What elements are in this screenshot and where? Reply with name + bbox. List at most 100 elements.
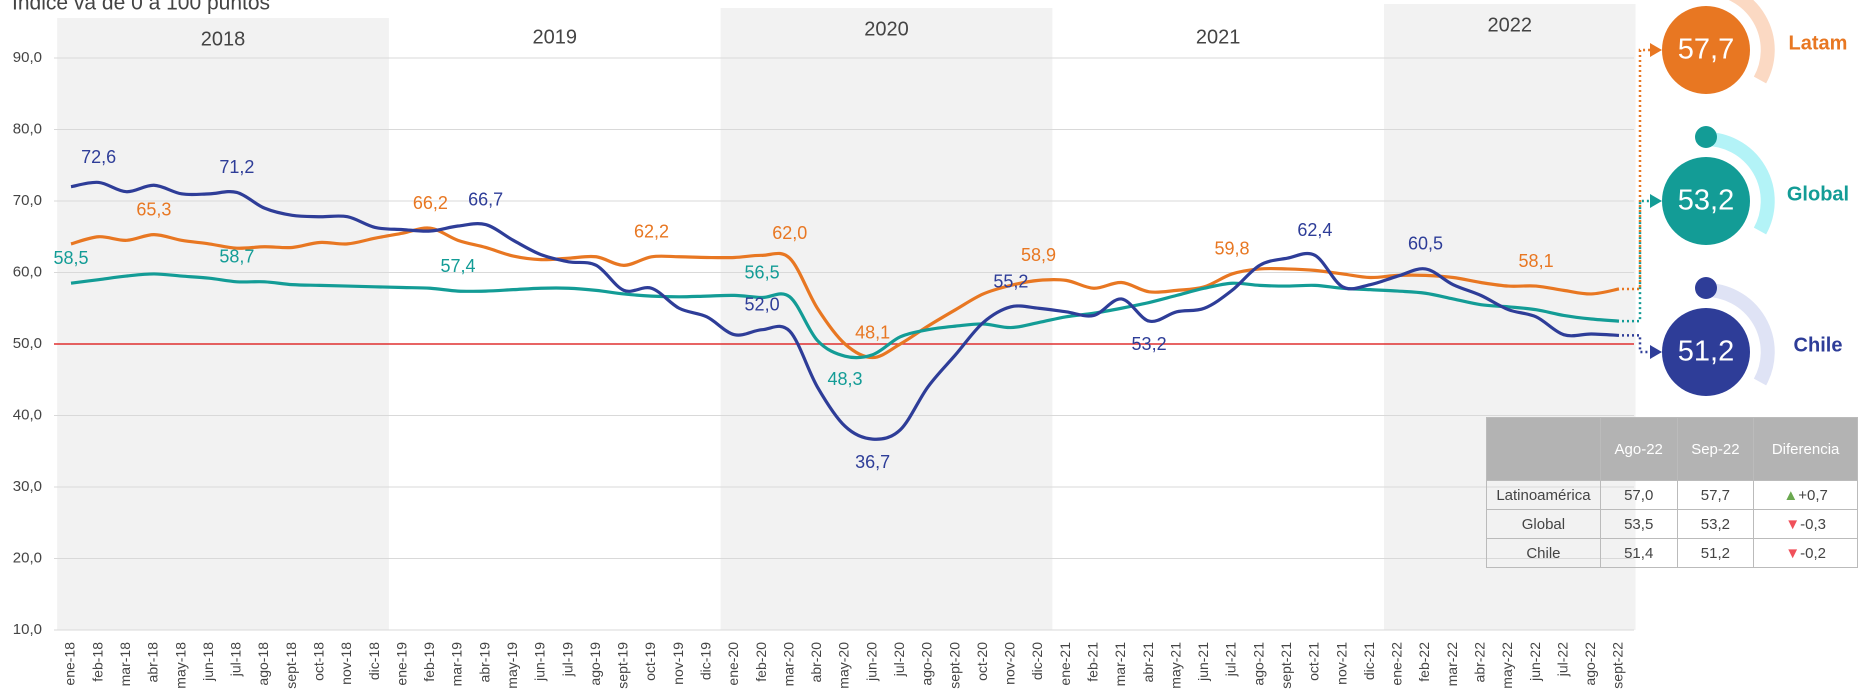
- x-tick-label: jul-18: [228, 642, 244, 677]
- x-tick-label: dic-20: [1029, 642, 1045, 680]
- y-tick-label: 10,0: [13, 621, 42, 638]
- x-tick-label: jul-21: [1223, 642, 1239, 677]
- x-tick-label: mar-18: [117, 642, 133, 687]
- x-tick-label: ago-18: [255, 642, 271, 686]
- data-label: 36,7: [855, 452, 890, 472]
- table-cell: ▲+0,7: [1753, 480, 1858, 510]
- data-label: 58,7: [219, 247, 254, 267]
- data-label: 58,1: [1519, 251, 1554, 271]
- data-label: 72,6: [81, 147, 116, 167]
- x-tick-label: ago-19: [587, 642, 603, 686]
- data-label: 58,5: [53, 248, 88, 268]
- badge-value: 53,2: [1678, 185, 1734, 217]
- badge-circle: [1662, 157, 1750, 245]
- x-tick-label: mar-21: [1112, 642, 1128, 687]
- x-tick-label: dic-21: [1361, 642, 1377, 680]
- data-label: 62,0: [772, 223, 807, 243]
- x-tick-label: ene-20: [725, 642, 741, 686]
- x-tick-label: abr-20: [808, 642, 824, 683]
- y-tick-label: 30,0: [13, 478, 42, 495]
- x-tick-label: jul-19: [559, 642, 575, 677]
- diff-arrow: ▲: [1783, 486, 1799, 504]
- summary-table: Ago-22 Sep-22 Diferencia Latinoamérica 57,0…: [1486, 417, 1858, 568]
- table-row: Latinoamérica 57,0 57,7 ▲+0,7: [1486, 480, 1858, 510]
- badge-arc: [1728, 0, 1775, 84]
- x-tick-label: feb-21: [1084, 642, 1100, 682]
- table-cell: 53,2: [1676, 509, 1755, 539]
- table-cell: 51,4: [1599, 538, 1678, 568]
- series-line: [70, 226, 1620, 360]
- x-tick-label: nov-21: [1333, 642, 1349, 685]
- x-tick-label: ene-18: [62, 642, 78, 686]
- x-tick-label: mar-22: [1444, 642, 1460, 687]
- year-band: [57, 18, 389, 630]
- x-tick-label: ene-21: [1057, 642, 1073, 686]
- table-row: Chile 51,4 51,2 ▼-0,2: [1486, 538, 1858, 568]
- x-tick-label: jun-21: [1195, 642, 1211, 682]
- data-label: 58,9: [1021, 245, 1056, 265]
- x-tick-label: may-20: [836, 642, 852, 689]
- diff-value: -0,2: [1800, 544, 1826, 562]
- data-label: 56,5: [745, 262, 780, 282]
- data-label: 60,5: [1408, 234, 1443, 254]
- table-cell: Global: [1486, 509, 1601, 539]
- x-tick-label: sept-19: [615, 642, 631, 689]
- year-label: 2022: [1488, 14, 1533, 36]
- year-band: [720, 8, 1053, 630]
- y-tick-label: 70,0: [13, 192, 42, 209]
- y-tick-label: 20,0: [13, 549, 42, 566]
- data-label: 53,2: [1132, 334, 1167, 354]
- x-tick-label: jun-22: [1527, 642, 1543, 682]
- diff-arrow: ▼: [1785, 515, 1801, 533]
- x-tick-label: feb-18: [89, 642, 105, 682]
- x-tick-label: nov-20: [1002, 642, 1018, 685]
- year-label: 2020: [864, 18, 909, 40]
- subtitle: Índice va de 0 a 100 puntos: [12, 0, 270, 15]
- diff-value: +0,7: [1798, 486, 1828, 504]
- badge-connector: [1622, 334, 1650, 354]
- y-tick-label: 40,0: [13, 406, 42, 423]
- x-tick-label: nov-18: [338, 642, 354, 685]
- badge-arc: [1705, 283, 1775, 386]
- x-tick-label: mar-20: [780, 642, 796, 687]
- header-cell: Ago-22: [1599, 417, 1678, 481]
- table-cell: ▼-0,3: [1753, 509, 1858, 539]
- data-label: 48,3: [827, 369, 862, 389]
- x-tick-label: feb-20: [753, 642, 769, 682]
- table-cell: 57,7: [1676, 480, 1755, 510]
- badge-dot: [1695, 126, 1717, 148]
- x-tick-label: ago-20: [919, 642, 935, 686]
- year-label: 2018: [201, 28, 246, 50]
- badge-value: 51,2: [1678, 336, 1734, 368]
- table-cell: 57,0: [1599, 480, 1678, 510]
- legend-label: Chile: [1794, 334, 1843, 356]
- header-cell: Diferencia: [1753, 417, 1858, 481]
- x-tick-label: may-18: [172, 642, 188, 689]
- y-tick-label: 80,0: [13, 120, 42, 137]
- data-label: 57,4: [440, 256, 475, 276]
- data-label: 66,7: [468, 189, 503, 209]
- x-tick-label: jul-22: [1554, 642, 1570, 677]
- table-cell: 53,5: [1599, 509, 1678, 539]
- badge-dot: [1695, 277, 1717, 299]
- y-tick-label: 90,0: [13, 49, 42, 66]
- data-label: 48,1: [855, 322, 890, 342]
- x-tick-label: may-19: [504, 642, 520, 689]
- x-tick-label: ago-22: [1582, 642, 1598, 686]
- badge-circle: [1662, 308, 1750, 396]
- x-tick-label: abr-18: [145, 642, 161, 683]
- year-label: 2019: [533, 26, 578, 48]
- badge-arc: [1705, 132, 1775, 235]
- data-label: 55,2: [993, 272, 1028, 292]
- table-cell: Chile: [1486, 538, 1601, 568]
- x-tick-label: oct-20: [974, 642, 990, 681]
- x-tick-label: may-21: [1167, 642, 1183, 689]
- x-tick-label: ene-19: [393, 642, 409, 686]
- table-header: Ago-22 Sep-22 Diferencia: [1486, 417, 1858, 481]
- badge-arrow: [1650, 345, 1662, 359]
- x-tick-label: ene-22: [1389, 642, 1405, 686]
- data-label: 52,0: [745, 294, 780, 314]
- x-tick-label: jul-20: [891, 642, 907, 677]
